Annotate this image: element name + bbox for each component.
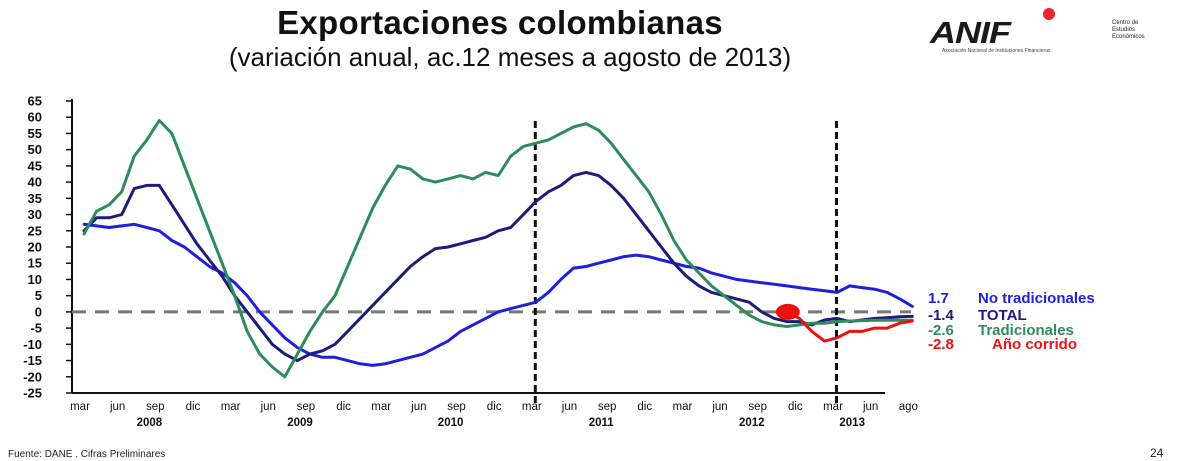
x-month-label: dic [186,401,201,413]
y-tick-label: -5 [30,321,42,336]
x-month-label: jun [260,401,276,413]
end-label-value: 1.7 [928,290,949,307]
x-month-label: dic [487,401,502,413]
x-month-label: sep [598,401,617,413]
x-month-label: mar [221,401,241,413]
x-year-label: 2009 [287,417,313,429]
x-month-label: jun [711,401,727,413]
end-label: -1.4 TOTAL [928,307,1027,324]
y-tick-label: 65 [28,94,42,109]
y-tick-label: 5 [35,288,42,303]
series-line-0 [82,222,914,367]
y-tick-label: 40 [28,175,42,190]
x-month-label: jun [410,401,426,413]
x-year-label: 2013 [839,417,865,429]
page-number: 24 [1150,446,1164,460]
end-label-name: Año corrido [992,336,1077,353]
y-tick-label: 50 [28,142,42,157]
x-month-label: sep [146,401,165,413]
x-month-label: mar [371,401,391,413]
y-tick-label: 20 [28,240,42,255]
x-month-label: dic [637,401,652,413]
x-month-label: sep [748,401,767,413]
x-month-label: mar [672,401,692,413]
logo-side-line: Estudios [1112,27,1136,33]
y-tick-label: 10 [28,272,42,287]
x-month-label: sep [447,401,466,413]
y-tick-label: 0 [35,304,42,319]
x-month-label: jun [862,401,878,413]
end-label: 1.7 No tradicionales [928,290,1095,307]
x-month-label: dic [336,401,351,413]
end-label-value: -2.6 [928,322,954,339]
x-month-label: mar [823,401,843,413]
y-tick-label: 25 [28,223,42,238]
y-tick-label: 30 [28,207,42,222]
y-tick-label: 45 [28,158,42,173]
x-month-label: mar [70,401,90,413]
logo-dot-icon [1043,8,1055,20]
end-label-name: No tradicionales [978,290,1095,307]
x-month-label: jun [561,401,577,413]
y-tick-label: 55 [28,126,42,141]
end-label-name: TOTAL [978,307,1027,324]
chart-subtitle: (variación anual, ac.12 meses a agosto d… [228,42,792,72]
y-tick-label: -15 [23,353,42,368]
x-year-label: 2008 [137,417,163,429]
end-label-value: -1.4 [928,307,955,324]
end-label-name: Tradicionales [978,322,1074,339]
x-month-label: sep [297,401,316,413]
x-month-label: dic [788,401,803,413]
y-tick-label: -20 [23,369,42,384]
x-month-label: jun [109,401,125,413]
x-month-label: ago [899,401,918,413]
source-note: Fuente: DANE . Cifras Preliminares [8,449,166,460]
end-label-value: -2.8 [928,336,954,353]
highlight-point [775,303,800,320]
logo-side-text: Centro de Estudios Económicos [1112,20,1145,41]
logo-wordmark: ANIF [930,15,1011,50]
end-label: -2.8 Año corrido [928,336,1077,353]
y-tick-label: -10 [23,337,42,352]
series-line-2 [82,119,914,379]
logo-side-line: Económicos [1112,34,1145,40]
x-year-label: 2012 [739,417,765,429]
logo-side-line: Centro de [1112,20,1139,26]
chart-title: Exportaciones colombianas [277,4,723,41]
y-tick-label: 15 [28,256,42,271]
anif-logo: ANIF Asociación Nacional de Institucione… [930,8,1180,58]
series-line-3 [785,310,914,343]
x-year-label: 2011 [589,417,615,429]
x-year-label: 2010 [438,417,464,429]
end-label: -2.6 Tradicionales [928,322,1074,339]
logo-tagline: Asociación Nacional de Instituciones Fin… [942,48,1051,54]
series-line-1 [82,170,914,363]
y-tick-label: -25 [23,386,42,401]
y-tick-label: 35 [28,191,42,206]
y-tick-label: 60 [28,110,42,125]
x-month-label: mar [522,401,542,413]
